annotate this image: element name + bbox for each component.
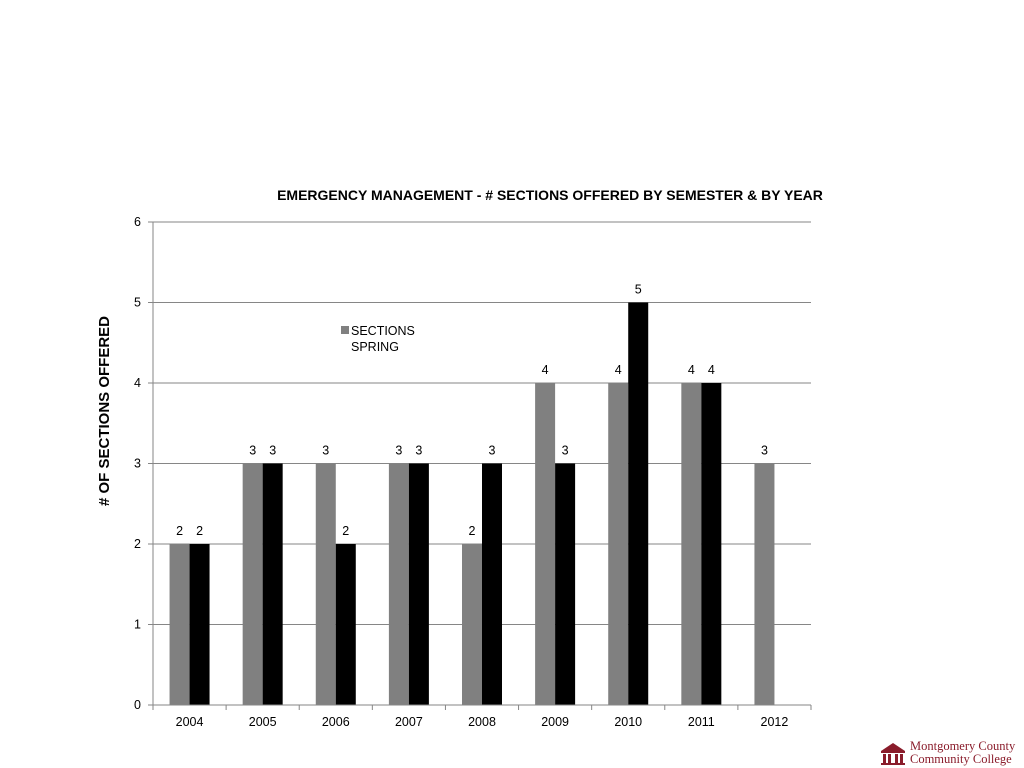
data-label: 3: [395, 444, 402, 458]
x-tick-label: 2008: [468, 715, 496, 729]
bars: [169, 302, 775, 705]
bar-sections: [681, 383, 702, 705]
data-label: 2: [342, 524, 349, 538]
bar-sections: [315, 463, 336, 705]
data-label: 3: [761, 444, 768, 458]
bar-sections: [462, 544, 482, 705]
legend-swatch: [341, 326, 349, 334]
bar-sections: [169, 544, 190, 705]
logo-line-2: Community College: [910, 752, 1012, 766]
legend-label: SECTIONS: [351, 324, 415, 338]
y-tick-label: 6: [134, 215, 141, 229]
y-tick-label: 5: [134, 296, 141, 310]
logo-line-1: Montgomery County: [910, 739, 1016, 753]
data-label: 3: [269, 444, 276, 458]
bar-spring: [189, 544, 210, 705]
data-label: 2: [196, 524, 203, 538]
y-tick-label: 3: [134, 457, 141, 471]
data-label: 3: [489, 444, 496, 458]
bar-sections: [754, 463, 775, 705]
bar-spring: [408, 463, 429, 705]
y-axis-title: # OF SECTIONS OFFERED: [96, 316, 113, 506]
x-tick-label: 2012: [761, 715, 789, 729]
y-tick-label: 1: [134, 618, 141, 632]
legend: SECTIONS SPRING: [341, 324, 415, 354]
chart-title: EMERGENCY MANAGEMENT - # SECTIONS OFFERE…: [277, 187, 823, 203]
x-tick-label: 2006: [322, 715, 350, 729]
data-label: 4: [688, 363, 695, 377]
data-label: 3: [249, 444, 256, 458]
x-tick-label: 2011: [688, 715, 715, 729]
bar-spring: [555, 463, 576, 705]
bar-sections: [535, 383, 556, 705]
data-label: 2: [176, 524, 183, 538]
bar-spring: [628, 302, 649, 705]
bar-sections: [388, 463, 409, 705]
bar-sections: [242, 463, 263, 705]
bar-spring: [701, 383, 722, 705]
data-label: 2: [469, 524, 476, 538]
bar-spring: [482, 463, 502, 705]
data-label: 3: [562, 444, 569, 458]
x-tick-label: 2007: [395, 715, 423, 729]
bar-spring: [262, 463, 283, 705]
y-tick-label: 4: [134, 376, 141, 390]
x-tick-label: 2004: [176, 715, 204, 729]
x-tick-label: 2009: [541, 715, 569, 729]
y-tick-label: 2: [134, 537, 141, 551]
data-label: 3: [415, 444, 422, 458]
data-label: 4: [615, 363, 622, 377]
y-tick-label: 0: [134, 698, 141, 712]
data-label: 5: [635, 283, 642, 297]
data-label: 4: [708, 363, 715, 377]
x-tick-label: 2010: [614, 715, 642, 729]
x-tick-label: 2005: [249, 715, 277, 729]
building-icon: [881, 743, 905, 765]
bar-sections: [608, 383, 629, 705]
data-label: 4: [542, 363, 549, 377]
bar-spring: [335, 544, 356, 705]
college-logo: Montgomery County Community College: [880, 739, 1024, 767]
legend-label: SPRING: [351, 340, 399, 354]
axes: [148, 221, 812, 710]
data-label: 3: [322, 444, 329, 458]
